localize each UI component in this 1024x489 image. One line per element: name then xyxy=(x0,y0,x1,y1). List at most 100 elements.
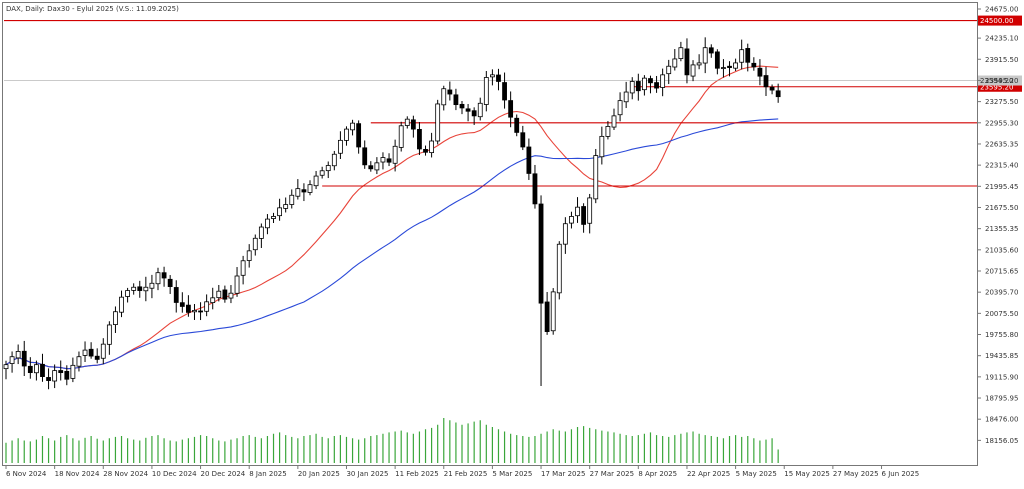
level-label-bg xyxy=(978,81,1022,92)
candle-body xyxy=(520,132,526,148)
candle-body xyxy=(222,289,228,300)
y-tick-label: 22315.40 xyxy=(985,162,1018,170)
candle-body xyxy=(204,301,210,312)
x-tick-label: 11 Feb 2025 xyxy=(395,470,439,478)
x-tick-label: 30 Jan 2025 xyxy=(346,470,388,478)
y-tick-label: 23275.50 xyxy=(985,98,1018,106)
x-tick-label: 22 Apr 2025 xyxy=(687,470,730,478)
x-tick-label: 8 Jan 2025 xyxy=(249,470,287,478)
candle-body xyxy=(690,64,696,77)
x-tick-label: 10 Dec 2024 xyxy=(152,470,197,478)
level-label-bg xyxy=(978,15,1022,26)
x-tick-label: 20 Jan 2025 xyxy=(298,470,340,478)
candle-body xyxy=(623,91,629,103)
candle-body xyxy=(642,77,647,91)
candle-body xyxy=(40,363,45,377)
candle-body xyxy=(234,275,240,294)
candle-body xyxy=(52,370,58,382)
candle-body xyxy=(21,350,27,367)
candle-body xyxy=(526,146,532,174)
candle-body xyxy=(666,65,672,75)
x-tick-label: 17 Mar 2025 xyxy=(541,470,585,478)
candle-body xyxy=(696,62,702,66)
candle-body xyxy=(374,162,380,171)
candle-body xyxy=(88,348,94,357)
candle-body xyxy=(514,117,520,133)
y-tick-label: 18795.95 xyxy=(985,395,1018,403)
candle-body xyxy=(575,206,580,217)
x-tick-label: 5 Mar 2025 xyxy=(492,470,532,478)
candle-body xyxy=(562,223,568,245)
candle-body xyxy=(587,197,593,224)
candle-body xyxy=(319,170,325,176)
x-tick-label: 15 May 2025 xyxy=(784,470,830,478)
candle-body xyxy=(453,94,459,106)
candle-body xyxy=(210,297,216,303)
candle-body xyxy=(82,349,88,356)
candle-body xyxy=(660,74,666,88)
candle-body xyxy=(344,128,349,141)
plot-frame xyxy=(2,2,978,466)
moving-average-layer xyxy=(5,65,779,370)
x-tick-label: 6 Jun 2025 xyxy=(882,470,920,478)
candle-body xyxy=(417,128,422,150)
candle-body xyxy=(137,286,143,291)
candle-body xyxy=(198,310,203,313)
candle-body xyxy=(617,100,623,116)
candle-body xyxy=(745,48,751,63)
candle-body xyxy=(125,290,130,297)
candle-body xyxy=(483,77,489,105)
candle-body xyxy=(58,370,64,374)
candle-body xyxy=(301,189,307,193)
candle-body xyxy=(569,216,574,224)
candle-body xyxy=(550,291,556,332)
y-tick-label: 18156.05 xyxy=(985,437,1018,445)
candle-body xyxy=(489,74,495,78)
y-tick-label: 21035.60 xyxy=(985,246,1018,254)
candle-body xyxy=(325,165,331,172)
candle-body xyxy=(727,65,732,68)
ma-slow-line xyxy=(5,118,779,370)
candle-body xyxy=(46,377,51,381)
candle-body xyxy=(532,173,538,205)
candle-body xyxy=(9,356,15,364)
y-tick-label: 24235.10 xyxy=(985,35,1018,43)
candle-body xyxy=(131,286,137,291)
candle-body xyxy=(757,67,763,77)
candle-body xyxy=(672,58,678,68)
x-tick-label: 18 Nov 2024 xyxy=(55,470,100,478)
candle-body xyxy=(423,149,428,153)
axis-layer: 24675.00 24235.10 23915.50 23595.20 23275.50… xyxy=(5,6,1018,478)
level-label: 23595.20 xyxy=(980,83,1013,91)
y-tick-label: 21675.50 xyxy=(985,204,1018,212)
candle-body xyxy=(94,355,100,360)
candle-body xyxy=(167,278,173,287)
candle-body xyxy=(459,103,465,109)
candle-body xyxy=(350,122,355,131)
candle-body xyxy=(15,351,21,359)
candle-body xyxy=(113,311,118,325)
candle-body xyxy=(410,119,416,130)
x-tick-label: 21 Feb 2025 xyxy=(444,470,488,478)
candle-body xyxy=(544,301,550,332)
candle-body xyxy=(277,207,283,217)
candle-body xyxy=(593,155,599,200)
candle-body xyxy=(64,370,70,380)
candle-body xyxy=(100,343,106,359)
candle-body xyxy=(581,206,586,225)
candle-body xyxy=(119,296,124,313)
candle-body xyxy=(246,250,252,261)
candle-body xyxy=(441,88,447,106)
candle-body xyxy=(733,62,738,69)
candle-body xyxy=(605,126,611,137)
candle-body xyxy=(702,47,708,64)
candle-body xyxy=(398,125,404,148)
candle-body xyxy=(356,123,362,148)
candle-body xyxy=(76,356,82,367)
y-tick-label: 19115.90 xyxy=(985,373,1018,381)
candle-body xyxy=(471,110,477,117)
candle-body xyxy=(240,260,246,276)
candle-body xyxy=(635,81,641,92)
